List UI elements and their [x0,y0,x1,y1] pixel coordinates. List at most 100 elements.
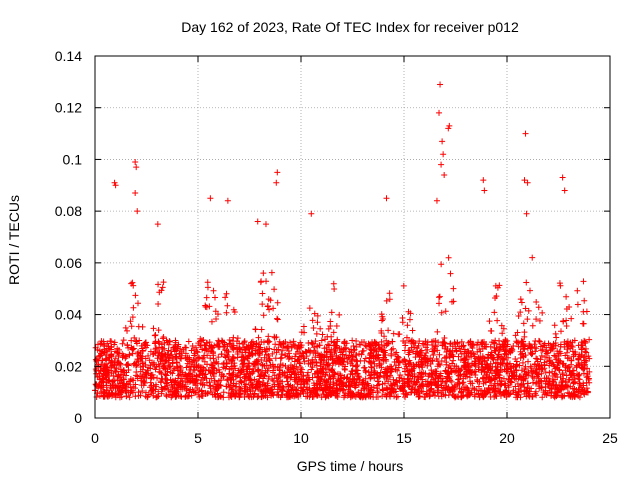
data-point [299,375,306,382]
data-point [235,372,242,379]
data-point [505,354,512,361]
data-point [501,351,508,358]
data-point [529,322,536,329]
data-point [383,195,390,202]
data-point [279,362,286,369]
data-point [390,345,397,352]
data-point [166,338,173,345]
data-point [124,327,131,334]
x-tick-label: 15 [396,430,412,446]
data-point [494,284,501,291]
data-point [160,333,167,340]
data-point [583,308,590,315]
data-point [193,348,200,355]
data-point [434,347,441,354]
data-point [327,323,334,330]
data-point [111,339,118,346]
data-point [367,350,374,357]
data-point [428,367,435,374]
data-point [432,368,439,375]
data-point [96,382,103,389]
data-point [317,360,324,367]
data-point [450,357,457,364]
data-point [316,382,323,389]
data-point [526,287,533,294]
data-point [499,360,506,367]
data-point [254,348,261,355]
data-point [536,338,543,345]
data-point [461,370,468,377]
data-point [145,352,152,359]
data-point [353,370,360,377]
data-point [236,345,243,352]
data-point [438,357,445,364]
data-point [462,387,469,394]
data-point [162,371,169,378]
data-point [315,374,322,381]
data-point [136,337,143,344]
data-point [321,352,328,359]
data-point [216,369,223,376]
data-point [262,221,269,228]
data-point [323,393,330,400]
data-point [447,365,454,372]
data-point [536,385,543,392]
data-point [551,322,558,329]
data-point [211,342,218,349]
data-point [322,381,329,388]
data-point [262,367,269,374]
data-point [379,386,386,393]
data-point [543,358,550,365]
data-point [92,356,99,363]
data-point [398,375,405,382]
data-point [128,387,135,394]
data-point [569,370,576,377]
data-point [545,381,552,388]
data-point [442,379,449,386]
data-point [533,316,540,323]
data-point [267,390,274,397]
data-point [401,380,408,387]
data-point [95,373,102,380]
data-point [290,338,297,345]
data-point [300,390,307,397]
data-point [309,393,316,400]
data-point [323,344,330,351]
data-point [273,346,280,353]
data-point [515,312,522,319]
data-point [481,355,488,362]
data-point [433,197,440,204]
data-point [178,348,185,355]
data-point [385,327,392,334]
data-point [404,371,411,378]
data-point [112,355,119,362]
data-point [445,254,452,261]
data-point [443,361,450,368]
data-point [294,380,301,387]
data-point [516,373,523,380]
data-point [177,364,184,371]
data-point [367,375,374,382]
data-point [418,373,425,380]
data-point [417,352,424,359]
data-point [311,370,318,377]
data-point [139,353,146,360]
data-point [370,358,377,365]
data-point [353,338,360,345]
data-point [137,392,144,399]
data-point [529,379,536,386]
data-point [122,388,129,395]
data-point [378,329,385,336]
data-point [469,368,476,375]
data-point [166,355,173,362]
data-point [449,352,456,359]
data-point [278,351,285,358]
data-point [298,369,305,376]
data-point [435,393,442,400]
data-point [138,382,145,389]
data-point [259,301,266,308]
data-point [197,368,204,375]
data-point [120,367,127,374]
data-point [178,393,185,400]
data-point [503,368,510,375]
